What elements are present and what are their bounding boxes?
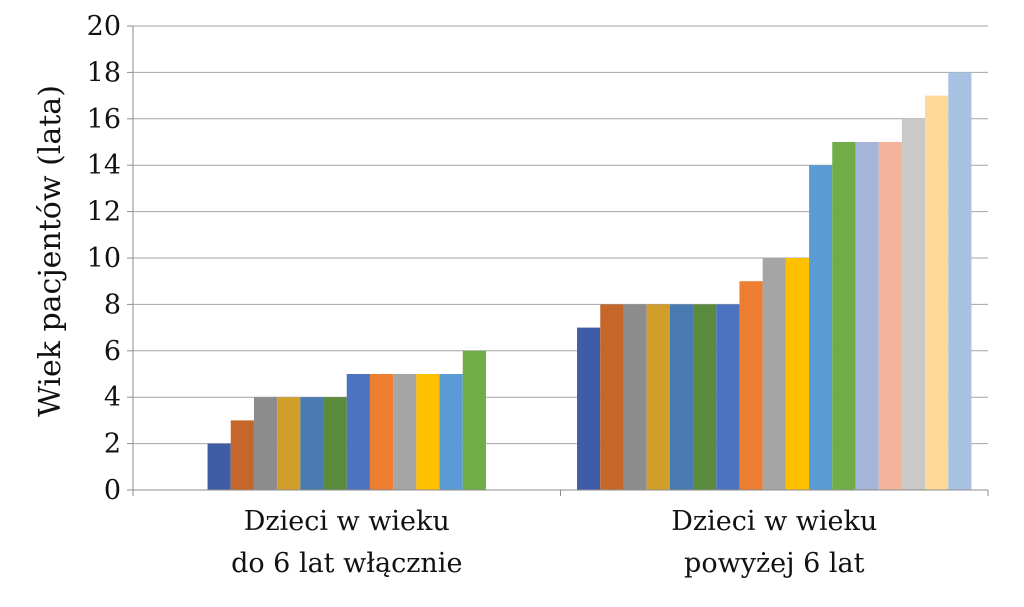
- y-tick-label: 20: [87, 11, 121, 42]
- y-tick-label: 18: [87, 57, 121, 88]
- bar: [346, 374, 370, 490]
- bar: [439, 374, 463, 490]
- bar: [300, 397, 324, 490]
- bar: [762, 258, 786, 490]
- bar: [739, 281, 763, 490]
- bar: [669, 304, 694, 490]
- bar: [623, 304, 647, 490]
- bar: [716, 304, 740, 490]
- bar: [416, 374, 440, 490]
- axes: [127, 25, 989, 496]
- bar: [785, 258, 810, 490]
- y-tick-label: 14: [87, 150, 121, 181]
- bar: [600, 304, 624, 490]
- y-tick-label: 2: [104, 429, 121, 460]
- y-tick-label: 12: [87, 197, 121, 228]
- labels: Wiek pacjentów (lata) 0 2 4 6 8 10 12 14 16 18 20 D…: [33, 11, 877, 579]
- bar: [462, 350, 486, 490]
- bar: [323, 397, 347, 490]
- x-category-label: Dzieci w wieku: [671, 506, 877, 537]
- y-tick-label: 8: [104, 289, 121, 320]
- bar: [832, 142, 856, 490]
- bar: [878, 142, 902, 490]
- bar: [693, 304, 717, 490]
- x-category-label: do 6 lat włącznie: [231, 548, 462, 579]
- bar: [948, 72, 972, 491]
- bar: [369, 374, 394, 490]
- bar: [809, 165, 833, 490]
- y-axis-title: Wiek pacjentów (lata): [33, 85, 68, 417]
- x-category-label: Dzieci w wieku: [244, 506, 450, 537]
- y-tick-label: 16: [87, 104, 121, 135]
- y-tick-label: 0: [104, 475, 121, 506]
- bar: [855, 142, 879, 490]
- y-tick-label: 4: [104, 382, 121, 413]
- bar: [253, 397, 278, 490]
- bar: [277, 397, 301, 490]
- y-tick-label: 10: [87, 243, 121, 274]
- bar: [646, 304, 670, 490]
- bars: [207, 72, 972, 491]
- bar: [393, 374, 417, 490]
- bar: [207, 443, 231, 490]
- x-category-label: powyżej 6 lat: [684, 548, 865, 579]
- bar: [901, 118, 926, 491]
- bar: [577, 327, 601, 490]
- y-tick-label: 6: [104, 336, 121, 367]
- bar: [925, 95, 949, 490]
- bar: [230, 420, 254, 490]
